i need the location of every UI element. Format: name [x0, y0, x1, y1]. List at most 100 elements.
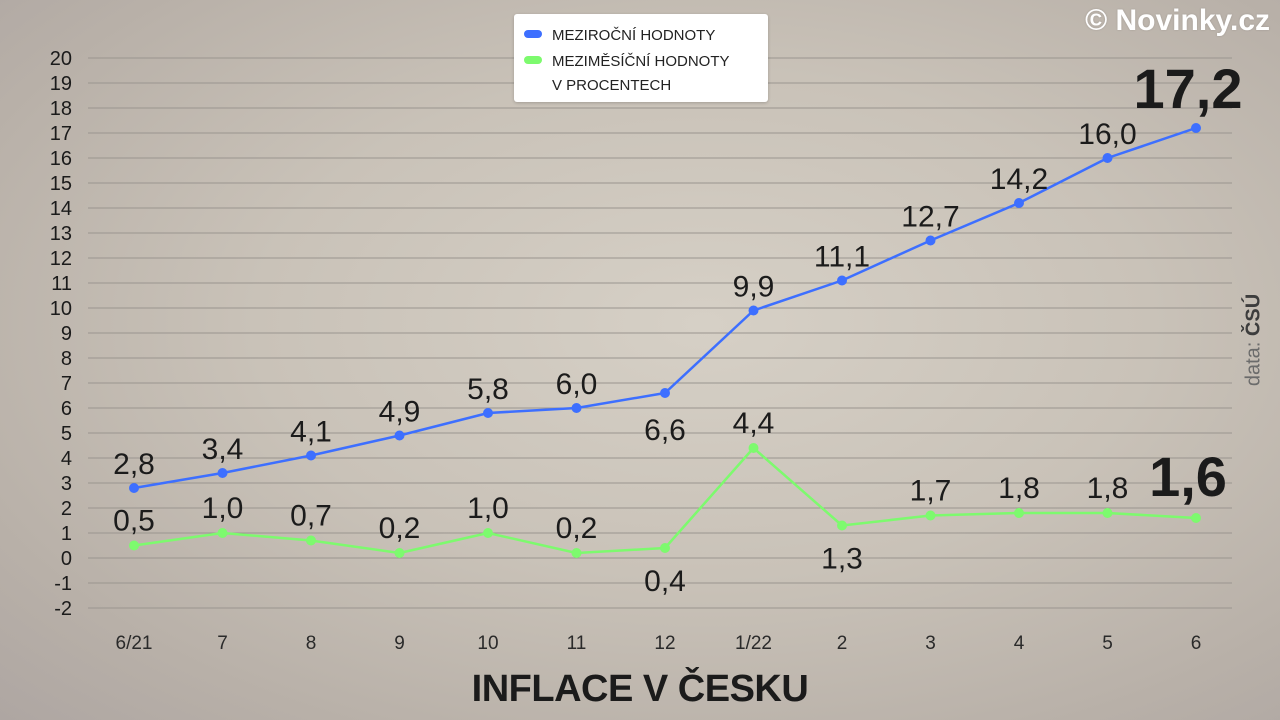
- chart-title: INFLACE V ČESKU: [471, 668, 809, 710]
- y-tick-label: 19: [50, 73, 72, 95]
- x-tick-label: 12: [654, 633, 675, 654]
- legend-label-mom: MEZIMĚSÍČNÍ HODNOTY: [552, 53, 730, 70]
- legend-item-yoy: MEZIROČNÍ HODNOTY: [524, 24, 758, 48]
- data-point-yoy: [217, 468, 228, 478]
- data-point-mom: [394, 548, 405, 558]
- y-tick-label: 20: [50, 48, 72, 70]
- x-axis-ticks: 6/21 7 8 9 10 11 12 1/22 2 3 4 5 6: [116, 633, 1202, 654]
- data-label-mom: 1,7: [910, 475, 952, 508]
- x-tick-label: 3: [925, 633, 936, 654]
- x-tick-label: 10: [477, 633, 498, 654]
- data-point-yoy: [748, 305, 759, 316]
- data-label-yoy: 3,4: [202, 433, 244, 466]
- data-point-mom: [1102, 508, 1113, 518]
- x-tick-label: 8: [306, 633, 317, 654]
- y-tick-label: 18: [50, 98, 72, 120]
- data-point-mom: [1191, 513, 1201, 523]
- y-tick-label: -1: [54, 573, 72, 595]
- y-tick-label: 14: [50, 198, 72, 220]
- y-tick-label: 1: [61, 523, 72, 545]
- data-label-yoy: 16,0: [1078, 118, 1136, 151]
- data-label-mom: 0,5: [113, 505, 155, 538]
- data-label-yoy: 4,1: [290, 416, 332, 449]
- data-label-mom: 1,8: [1087, 472, 1129, 505]
- y-tick-label: 8: [61, 348, 72, 370]
- data-point-mom: [129, 540, 139, 551]
- data-point-mom: [306, 535, 316, 546]
- data-source-prefix: data:: [1242, 341, 1265, 387]
- data-source-name: ČSÚ: [1242, 293, 1265, 337]
- y-tick-label: 13: [50, 223, 72, 245]
- x-tick-label: 1/22: [735, 633, 772, 654]
- data-label-yoy: 9,9: [733, 271, 775, 304]
- legend-label-yoy: MEZIROČNÍ HODNOTY: [552, 27, 716, 44]
- data-point-yoy: [129, 483, 139, 493]
- legend-swatch-yoy: [524, 30, 542, 38]
- data-label-mom: 1,0: [202, 492, 244, 525]
- brand-watermark: © Novinky.cz: [1085, 4, 1270, 37]
- data-label-mom: 4,4: [733, 407, 775, 440]
- data-label-mom: 0,2: [379, 512, 421, 545]
- data-point-yoy: [394, 430, 405, 441]
- y-tick-label: 0: [61, 548, 72, 570]
- data-label-yoy: 6,6: [644, 414, 686, 447]
- data-label-yoy: 6,0: [556, 368, 598, 401]
- y-tick-label: 4: [61, 448, 72, 470]
- data-point-mom: [217, 528, 228, 538]
- grid-layer: [88, 57, 1232, 609]
- legend-unit: V PROCENTECH: [552, 77, 672, 94]
- data-point-mom: [748, 443, 759, 453]
- x-tick-label: 9: [394, 633, 405, 654]
- x-tick-label: 6/21: [116, 633, 153, 654]
- data-label-yoy: 2,8: [113, 448, 155, 481]
- data-point-yoy: [660, 388, 670, 398]
- data-source: data: ČSÚ: [1243, 294, 1266, 386]
- data-point-yoy: [925, 235, 936, 246]
- data-label-yoy: 4,9: [379, 396, 421, 429]
- legend: MEZIROČNÍ HODNOTY MEZIMĚSÍČNÍ HODNOTY V …: [514, 14, 768, 102]
- data-label-mom: 1,0: [467, 492, 509, 525]
- y-tick-label: 11: [51, 273, 72, 295]
- data-point-mom: [483, 528, 493, 538]
- data-point-mom: [1014, 508, 1024, 518]
- x-tick-label: 4: [1014, 633, 1025, 654]
- y-tick-label: 3: [61, 473, 72, 495]
- y-tick-label: 5: [61, 423, 72, 445]
- data-label-mom: 1,8: [998, 472, 1040, 505]
- y-tick-label: 12: [50, 248, 72, 270]
- series-layer: [129, 123, 1201, 558]
- data-point-mom: [837, 520, 847, 531]
- data-label-yoy: 11,1: [814, 241, 870, 274]
- x-tick-label: 7: [217, 633, 228, 654]
- y-tick-label: 10: [50, 298, 72, 320]
- data-point-yoy: [1014, 198, 1024, 208]
- data-point-mom: [660, 543, 670, 553]
- x-tick-label: 2: [837, 633, 848, 654]
- y-tick-label: 15: [50, 173, 72, 195]
- data-label-mom: 0,2: [556, 512, 598, 545]
- data-point-yoy: [1102, 153, 1113, 163]
- data-label-mom: 1,6: [1149, 445, 1227, 508]
- data-point-yoy: [306, 450, 316, 461]
- data-label-mom: 0,7: [290, 500, 332, 533]
- data-label-mom: 1,3: [821, 543, 863, 576]
- data-label-yoy: 17,2: [1134, 57, 1243, 120]
- y-tick-label: 16: [50, 148, 72, 170]
- y-tick-label: -2: [54, 598, 72, 620]
- x-tick-label: 6: [1191, 633, 1202, 654]
- data-point-yoy: [571, 403, 582, 413]
- y-tick-label: 2: [61, 498, 72, 520]
- data-label-yoy: 12,7: [901, 201, 959, 234]
- y-tick-label: 7: [61, 373, 72, 395]
- data-label-mom: 0,4: [644, 565, 686, 598]
- y-tick-label: 9: [61, 323, 72, 345]
- data-point-mom: [925, 510, 936, 521]
- legend-item-mom: MEZIMĚSÍČNÍ HODNOTY V PROCENTECH: [524, 50, 758, 98]
- y-tick-label: 6: [61, 398, 72, 420]
- y-tick-label: 17: [50, 123, 72, 145]
- data-labels: 2,8 3,4 4,1 4,9 5,8 6,0 6,6 9,9 11,1 12,7 14,2 16,0…: [113, 57, 1242, 598]
- data-point-yoy: [837, 275, 847, 286]
- data-label-yoy: 5,8: [467, 373, 509, 406]
